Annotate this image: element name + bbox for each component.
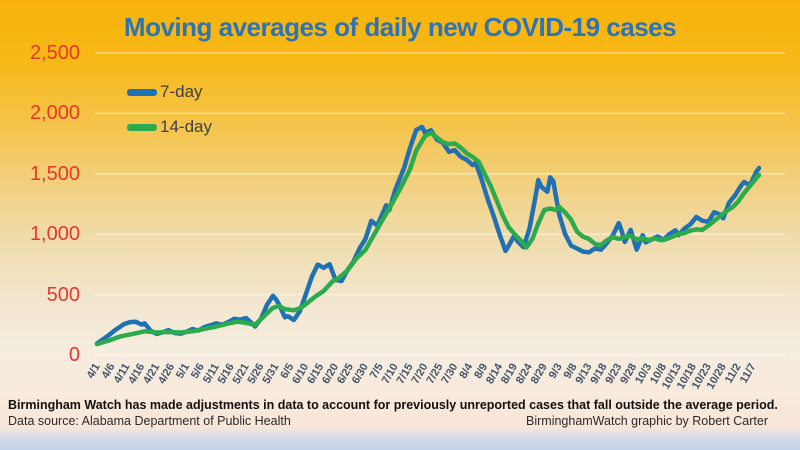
graphic-credit-text: BirminghamWatch graphic by Robert Carter	[526, 414, 768, 428]
footer-row: Data source: Alabama Department of Publi…	[8, 414, 768, 428]
legend-label-14day: 14-day	[160, 117, 212, 136]
14day-line-swatch-icon	[127, 123, 157, 131]
x-tick-label: 11/7	[738, 362, 759, 386]
series-line-7-day	[94, 124, 762, 346]
legend-item-7day: 7-day	[127, 80, 212, 104]
y-tick-label: 500	[46, 283, 80, 306]
data-source-text: Data source: Alabama Department of Publi…	[8, 414, 291, 428]
y-tick-label: 0	[68, 344, 80, 366]
7day-line-swatch-icon	[127, 88, 157, 96]
y-tick-label: 2,500	[29, 42, 80, 64]
x-tick-label: 5/1	[174, 362, 192, 381]
y-tick-label: 2,000	[29, 102, 80, 125]
chart-legend: 7-day 14-day	[127, 80, 212, 150]
x-tick-label: 8/4	[457, 361, 475, 381]
x-tick-label: 9/3	[547, 362, 565, 381]
chart-title: Moving averages of daily new COVID-19 ca…	[123, 12, 677, 42]
series-line-14-day	[94, 130, 762, 347]
y-tick-label: 1,000	[29, 223, 80, 246]
legend-label-7day: 7-day	[160, 82, 203, 101]
y-tick-label: 1,500	[29, 162, 80, 185]
x-tick-label: 4/1	[85, 362, 103, 381]
legend-item-14day: 14-day	[127, 115, 212, 139]
footnote-adjustments: Birmingham Watch has made adjustments in…	[8, 398, 778, 412]
